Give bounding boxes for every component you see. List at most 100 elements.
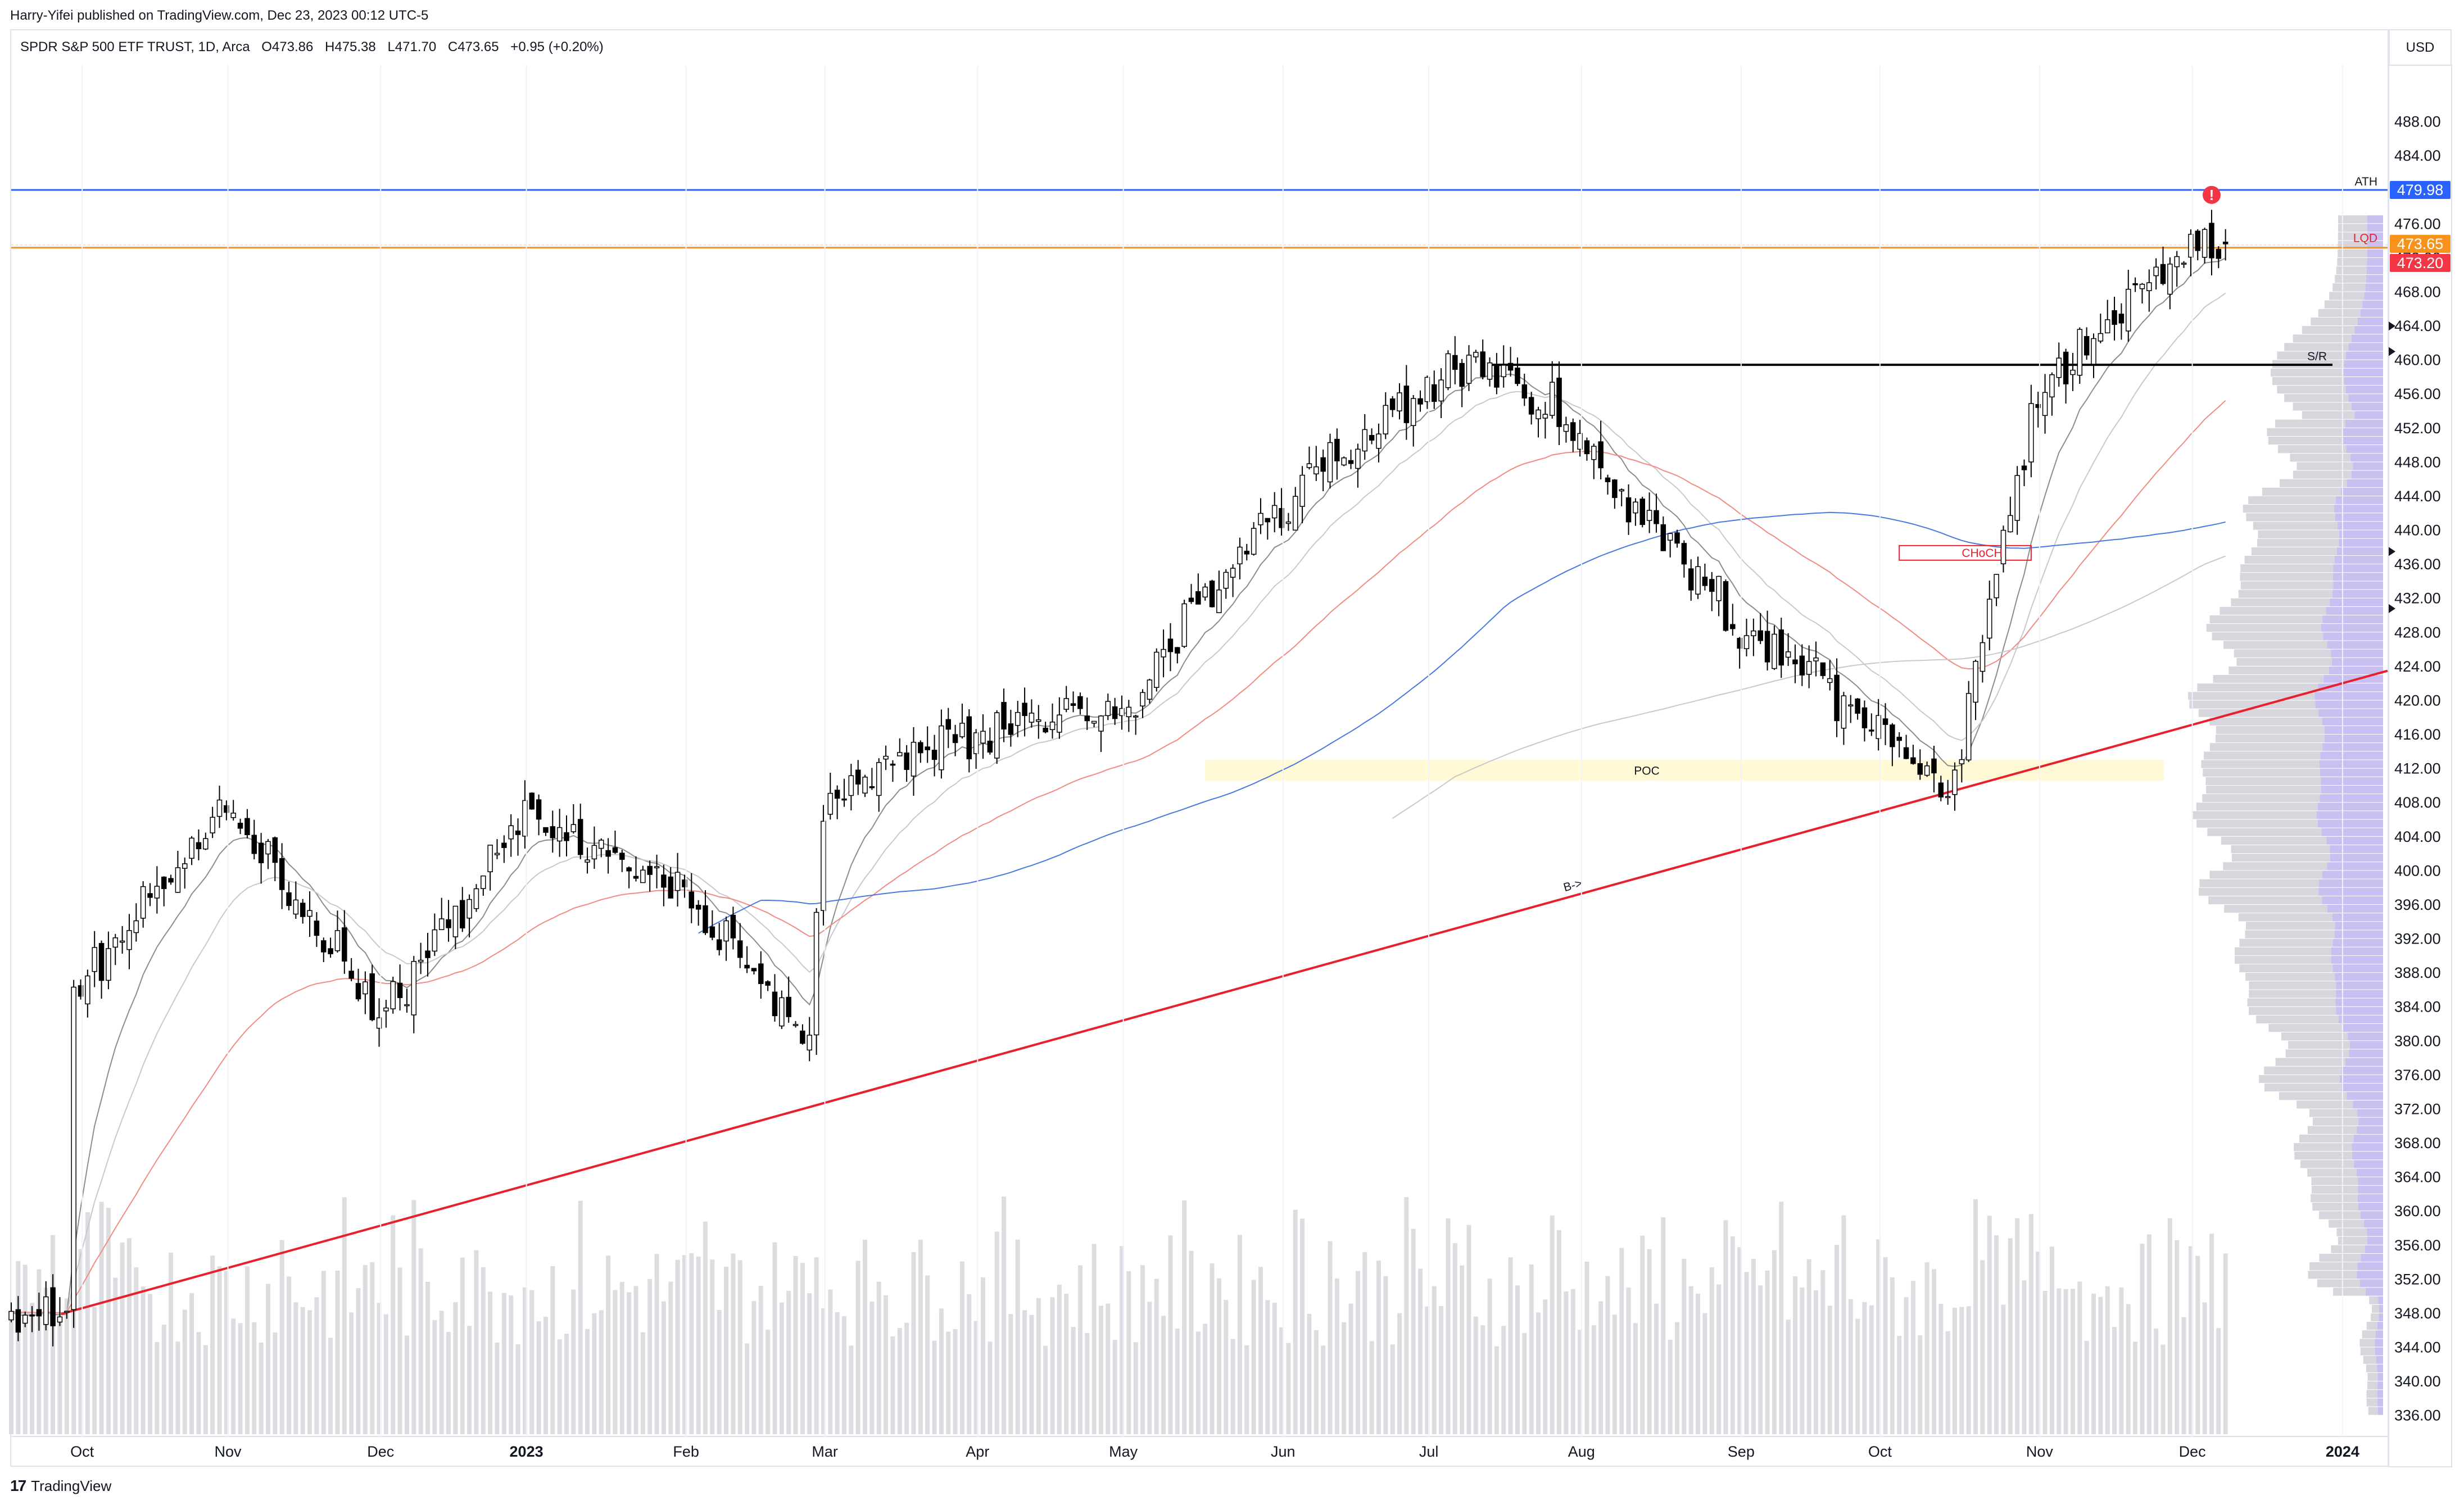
volume-bar bbox=[613, 1290, 618, 1434]
volume-bar bbox=[1334, 1278, 1339, 1434]
volume-bar bbox=[2154, 1328, 2159, 1434]
volume-bar bbox=[1369, 1341, 1374, 1434]
volume-bar bbox=[932, 1340, 937, 1434]
volume-profile-row bbox=[2278, 445, 2347, 454]
volume-bar bbox=[92, 1307, 97, 1434]
volume-profile-row bbox=[2342, 428, 2383, 436]
candle-body bbox=[1473, 352, 1479, 357]
candle-body bbox=[2070, 369, 2076, 375]
candle-body bbox=[570, 824, 577, 832]
candle-body bbox=[1723, 581, 1729, 631]
volume-profile-row bbox=[2354, 326, 2383, 334]
level-lines bbox=[11, 189, 2388, 1315]
candle-body bbox=[182, 863, 188, 869]
volume-profile-row bbox=[2279, 479, 2347, 487]
volume-bar bbox=[515, 1344, 520, 1434]
volume-bar bbox=[710, 1259, 715, 1434]
candle-body bbox=[1410, 398, 1416, 426]
volume-bar bbox=[1973, 1199, 1978, 1434]
legend-close: C473.65 bbox=[447, 39, 499, 55]
volume-bar bbox=[1814, 1290, 1818, 1434]
volume-bar bbox=[1230, 1339, 1235, 1434]
volume-profile-row bbox=[2294, 1143, 2352, 1152]
candle-body bbox=[404, 1004, 410, 1007]
volume-profile-row bbox=[2366, 266, 2383, 275]
candle-body bbox=[1890, 724, 1895, 747]
candle-body bbox=[2118, 314, 2125, 324]
volume-profile-row bbox=[2317, 803, 2383, 811]
alert-icon[interactable] bbox=[2202, 185, 2221, 204]
volume-bar bbox=[1404, 1197, 1409, 1434]
candle-body bbox=[1376, 433, 1382, 449]
volume-bar bbox=[1897, 1336, 1902, 1434]
volume-bar bbox=[1612, 1314, 1617, 1434]
candle-body bbox=[293, 899, 299, 915]
volume-profile-row bbox=[2351, 470, 2383, 479]
candle-body bbox=[952, 734, 958, 744]
time-tick-label: Nov bbox=[215, 1443, 242, 1460]
candle-body bbox=[432, 929, 438, 952]
volume-profile-row bbox=[2272, 377, 2345, 386]
candle-body bbox=[2112, 310, 2117, 325]
volume-bar bbox=[1647, 1249, 1652, 1434]
volume-profile-row bbox=[2293, 402, 2352, 411]
price-tick-label: 380.00 bbox=[2394, 1032, 2441, 1049]
candle-body bbox=[1778, 629, 1784, 666]
candle-body bbox=[1598, 441, 1604, 469]
volume-bar bbox=[113, 1277, 118, 1434]
tradingview-logo[interactable]: 17 TradingView bbox=[10, 1477, 111, 1495]
volume-profile-row bbox=[2335, 275, 2366, 283]
volume-profile-row bbox=[2352, 1152, 2383, 1160]
volume-bar bbox=[1682, 1258, 1687, 1434]
volume-bar bbox=[2036, 1252, 2041, 1434]
last-price-badge-bg bbox=[2390, 234, 2451, 253]
volume-profile-row bbox=[2379, 1313, 2383, 1322]
volume-bar bbox=[849, 1345, 854, 1434]
candle-body bbox=[1001, 702, 1007, 730]
candle-body bbox=[1063, 698, 1069, 710]
volume-profile-row bbox=[2351, 402, 2383, 411]
volume-profile-row bbox=[2317, 819, 2383, 828]
volume-bar bbox=[2181, 1317, 2186, 1434]
volume-bar bbox=[1473, 1316, 1478, 1434]
volume-profile-row bbox=[2293, 334, 2352, 343]
volume-profile-row bbox=[2341, 1066, 2383, 1075]
volume-profile-row bbox=[2354, 1160, 2383, 1168]
candle-body bbox=[418, 959, 424, 963]
volume-bar bbox=[1383, 1276, 1388, 1434]
volume-profile-row bbox=[2213, 675, 2324, 683]
volume-profile-row bbox=[2245, 930, 2335, 939]
volume-profile-row bbox=[2375, 1330, 2383, 1339]
volume-bar bbox=[328, 1338, 333, 1434]
volume-profile-row bbox=[2238, 590, 2332, 598]
volume-profile-row bbox=[2198, 887, 2319, 896]
volume-bar bbox=[766, 1329, 771, 1434]
volume-profile-row bbox=[2313, 1117, 2359, 1126]
volume-profile-row bbox=[2359, 1339, 2375, 1347]
volume-bar bbox=[273, 1332, 278, 1434]
volume-bar bbox=[321, 1271, 326, 1434]
candle-body bbox=[133, 920, 139, 933]
volume-profile-row bbox=[2364, 1220, 2383, 1228]
volume-bar bbox=[120, 1242, 125, 1434]
volume-profile-row bbox=[2311, 1185, 2358, 1194]
price-tick-label: 444.00 bbox=[2394, 488, 2441, 505]
candle-body bbox=[1445, 353, 1451, 388]
volume-bar bbox=[1237, 1235, 1242, 1434]
chart-pane[interactable] bbox=[10, 29, 2389, 1467]
volume-bar bbox=[1022, 1310, 1027, 1434]
volume-profile-row bbox=[2365, 283, 2383, 292]
candle-body bbox=[425, 950, 431, 958]
volume-bar bbox=[2175, 1240, 2180, 1434]
symbol-name[interactable]: SPDR S&P 500 ETF TRUST, 1D, Arca bbox=[20, 39, 250, 55]
volume-profile-row bbox=[2375, 1347, 2383, 1356]
candle-body bbox=[987, 740, 993, 753]
candle-body bbox=[369, 973, 375, 1021]
volume-profile-row bbox=[2367, 1228, 2383, 1236]
volume-bar bbox=[522, 1287, 527, 1434]
ema-20-line bbox=[11, 292, 2226, 1314]
volume-bar bbox=[1716, 1284, 1722, 1434]
price-tick-label: 432.00 bbox=[2394, 590, 2441, 607]
volume-bar bbox=[661, 1301, 666, 1434]
